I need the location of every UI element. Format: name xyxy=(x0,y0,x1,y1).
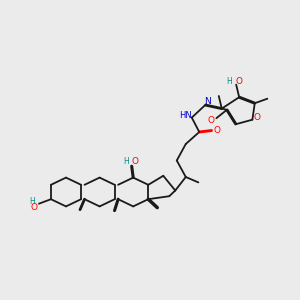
Text: H: H xyxy=(29,197,35,206)
Text: O: O xyxy=(236,77,243,86)
Text: O: O xyxy=(254,113,260,122)
Text: HN: HN xyxy=(179,111,191,120)
Text: O: O xyxy=(131,158,138,166)
Text: O: O xyxy=(208,116,214,125)
Text: O: O xyxy=(30,203,37,212)
Text: H: H xyxy=(227,77,233,86)
Text: H: H xyxy=(124,157,130,166)
Text: N: N xyxy=(204,97,210,106)
Text: O: O xyxy=(214,126,221,135)
